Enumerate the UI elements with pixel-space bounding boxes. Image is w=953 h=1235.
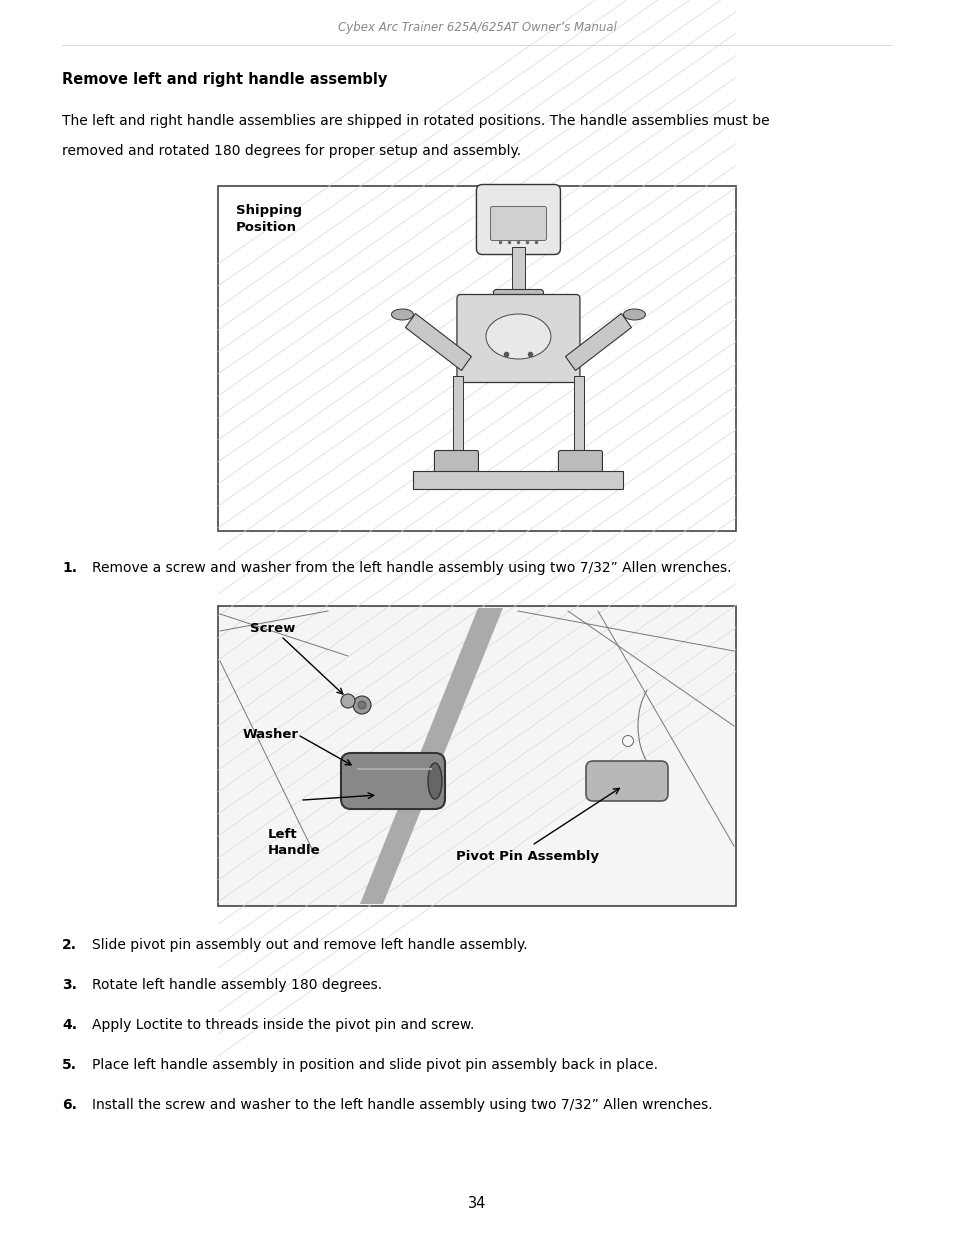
Text: 6.: 6. (62, 1098, 77, 1112)
FancyBboxPatch shape (493, 289, 543, 311)
Text: removed and rotated 180 degrees for proper setup and assembly.: removed and rotated 180 degrees for prop… (62, 144, 520, 158)
FancyBboxPatch shape (456, 294, 579, 383)
Ellipse shape (391, 309, 413, 320)
Polygon shape (359, 608, 502, 904)
FancyBboxPatch shape (476, 184, 559, 254)
FancyBboxPatch shape (434, 451, 478, 473)
Text: Remove left and right handle assembly: Remove left and right handle assembly (62, 72, 387, 86)
Bar (512, 247, 524, 299)
Text: 1.: 1. (62, 561, 77, 576)
Bar (218, 186, 735, 531)
Text: Washer: Washer (243, 727, 298, 741)
Text: The left and right handle assemblies are shipped in rotated positions. The handl: The left and right handle assemblies are… (62, 114, 769, 128)
Text: 4.: 4. (62, 1018, 77, 1032)
Polygon shape (565, 314, 631, 370)
Text: Apply Loctite to threads inside the pivot pin and screw.: Apply Loctite to threads inside the pivo… (91, 1018, 474, 1032)
Text: Pivot Pin Assembly: Pivot Pin Assembly (456, 850, 598, 862)
Text: 34: 34 (467, 1195, 486, 1210)
Ellipse shape (485, 314, 551, 359)
Text: Screw: Screw (250, 621, 295, 635)
FancyBboxPatch shape (490, 206, 546, 241)
Text: Left
Handle: Left Handle (268, 827, 320, 857)
Text: 2.: 2. (62, 939, 77, 952)
FancyBboxPatch shape (585, 761, 667, 802)
Text: 5.: 5. (62, 1058, 77, 1072)
Bar (413, 471, 623, 489)
Bar (453, 375, 462, 453)
FancyBboxPatch shape (558, 451, 601, 473)
Circle shape (340, 694, 355, 708)
Text: Install the screw and washer to the left handle assembly using two 7/32” Allen w: Install the screw and washer to the left… (91, 1098, 712, 1112)
Bar (574, 375, 583, 453)
Text: Rotate left handle assembly 180 degrees.: Rotate left handle assembly 180 degrees. (91, 978, 382, 992)
Text: Slide pivot pin assembly out and remove left handle assembly.: Slide pivot pin assembly out and remove … (91, 939, 527, 952)
Text: Cybex Arc Trainer 625A/625AT Owner’s Manual: Cybex Arc Trainer 625A/625AT Owner’s Man… (337, 21, 616, 35)
Text: Shipping
Position: Shipping Position (235, 204, 302, 233)
FancyBboxPatch shape (340, 753, 444, 809)
Text: Place left handle assembly in position and slide pivot pin assembly back in plac: Place left handle assembly in position a… (91, 1058, 658, 1072)
Text: Remove a screw and washer from the left handle assembly using two 7/32” Allen wr: Remove a screw and washer from the left … (91, 561, 731, 576)
Text: 3.: 3. (62, 978, 77, 992)
Ellipse shape (623, 309, 645, 320)
Ellipse shape (428, 763, 441, 799)
Circle shape (357, 701, 366, 709)
Bar (218, 606, 735, 906)
Polygon shape (405, 314, 471, 370)
Circle shape (353, 697, 371, 714)
